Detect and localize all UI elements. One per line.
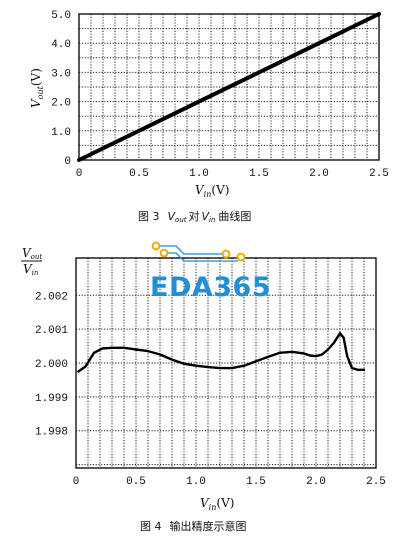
y-tick-label: 3.0 bbox=[51, 68, 71, 80]
circuit-trace-icon bbox=[151, 241, 246, 262]
chart1-x-tick-labels: 0 0.5 1.0 1.5 2.0 2.5 bbox=[76, 168, 389, 180]
series-line bbox=[77, 12, 381, 162]
chart2-gridlines bbox=[76, 258, 376, 468]
y-tick-label: 2.0 bbox=[51, 98, 71, 110]
chart1-frame bbox=[78, 13, 380, 161]
y-tick-label: 1.998 bbox=[35, 427, 68, 439]
chart2-x-tick-labels: 0 0.5 1.0 1.5 2.0 2.5 bbox=[73, 476, 386, 488]
x-tick-label: 0.5 bbox=[126, 476, 146, 488]
y-tick-label: 4.0 bbox=[51, 39, 71, 51]
svg-text:Vin: Vin bbox=[23, 262, 39, 277]
x-tick-label: 2.5 bbox=[366, 476, 386, 488]
x-tick-label: 1.0 bbox=[186, 476, 206, 488]
y-tick-label: 5.0 bbox=[51, 10, 71, 22]
chart2-series bbox=[77, 332, 366, 373]
x-tick-label: 1.0 bbox=[189, 168, 209, 180]
x-tick-label: 0 bbox=[73, 476, 80, 488]
chart1-y-tick-labels: 0 1.0 2.0 3.0 4.0 5.0 bbox=[51, 10, 71, 168]
series-line bbox=[77, 332, 366, 373]
y-tick-label: 1.999 bbox=[35, 393, 68, 405]
x-tick-label: 0 bbox=[76, 168, 83, 180]
x-tick-label: 2.0 bbox=[306, 476, 326, 488]
chart-vout-vs-vin: 0 1.0 2.0 3.0 4.0 5.0 0 0.5 1.0 1.5 2.0 2.5 Vout(V… bbox=[29, 10, 389, 224]
chart1-y-axis-title: Vout(V) bbox=[29, 68, 45, 108]
chart1-gridlines bbox=[79, 14, 379, 160]
chart2-y-axis-title: Vout Vin bbox=[21, 246, 42, 277]
y-tick-label: 2.001 bbox=[35, 325, 68, 337]
eda365-watermark-logo: EDA365 bbox=[150, 241, 271, 303]
y-tick-label: 0 bbox=[64, 156, 71, 168]
y-tick-label: 2.002 bbox=[35, 291, 68, 303]
chart1-x-axis-title: Vin(V) bbox=[195, 183, 229, 199]
x-tick-label: 2.0 bbox=[309, 168, 329, 180]
x-tick-label: 1.5 bbox=[249, 168, 269, 180]
svg-text:Vout: Vout bbox=[22, 246, 42, 261]
watermark-text: EDA365 bbox=[150, 272, 271, 303]
x-tick-label: 0.5 bbox=[129, 168, 149, 180]
x-tick-label: 1.5 bbox=[246, 476, 266, 488]
y-tick-label: 1.0 bbox=[51, 127, 71, 139]
chart2-x-axis-title: Vin(V) bbox=[200, 496, 234, 512]
chart2-y-tick-labels: 2.002 2.001 2.000 1.999 1.998 bbox=[35, 291, 68, 438]
x-tick-label: 2.5 bbox=[369, 168, 389, 180]
chart2-caption: 图 4 输出精度示意图 bbox=[140, 519, 247, 533]
chart1-caption: 图 3 Vout 对 Vin 曲线图 bbox=[138, 209, 251, 224]
chart-output-accuracy: 2.002 2.001 2.000 1.999 1.998 0 0.5 1.0 1.5 2.0 2… bbox=[21, 246, 386, 533]
chart1-series bbox=[77, 12, 381, 162]
y-tick-label: 2.000 bbox=[35, 359, 68, 371]
